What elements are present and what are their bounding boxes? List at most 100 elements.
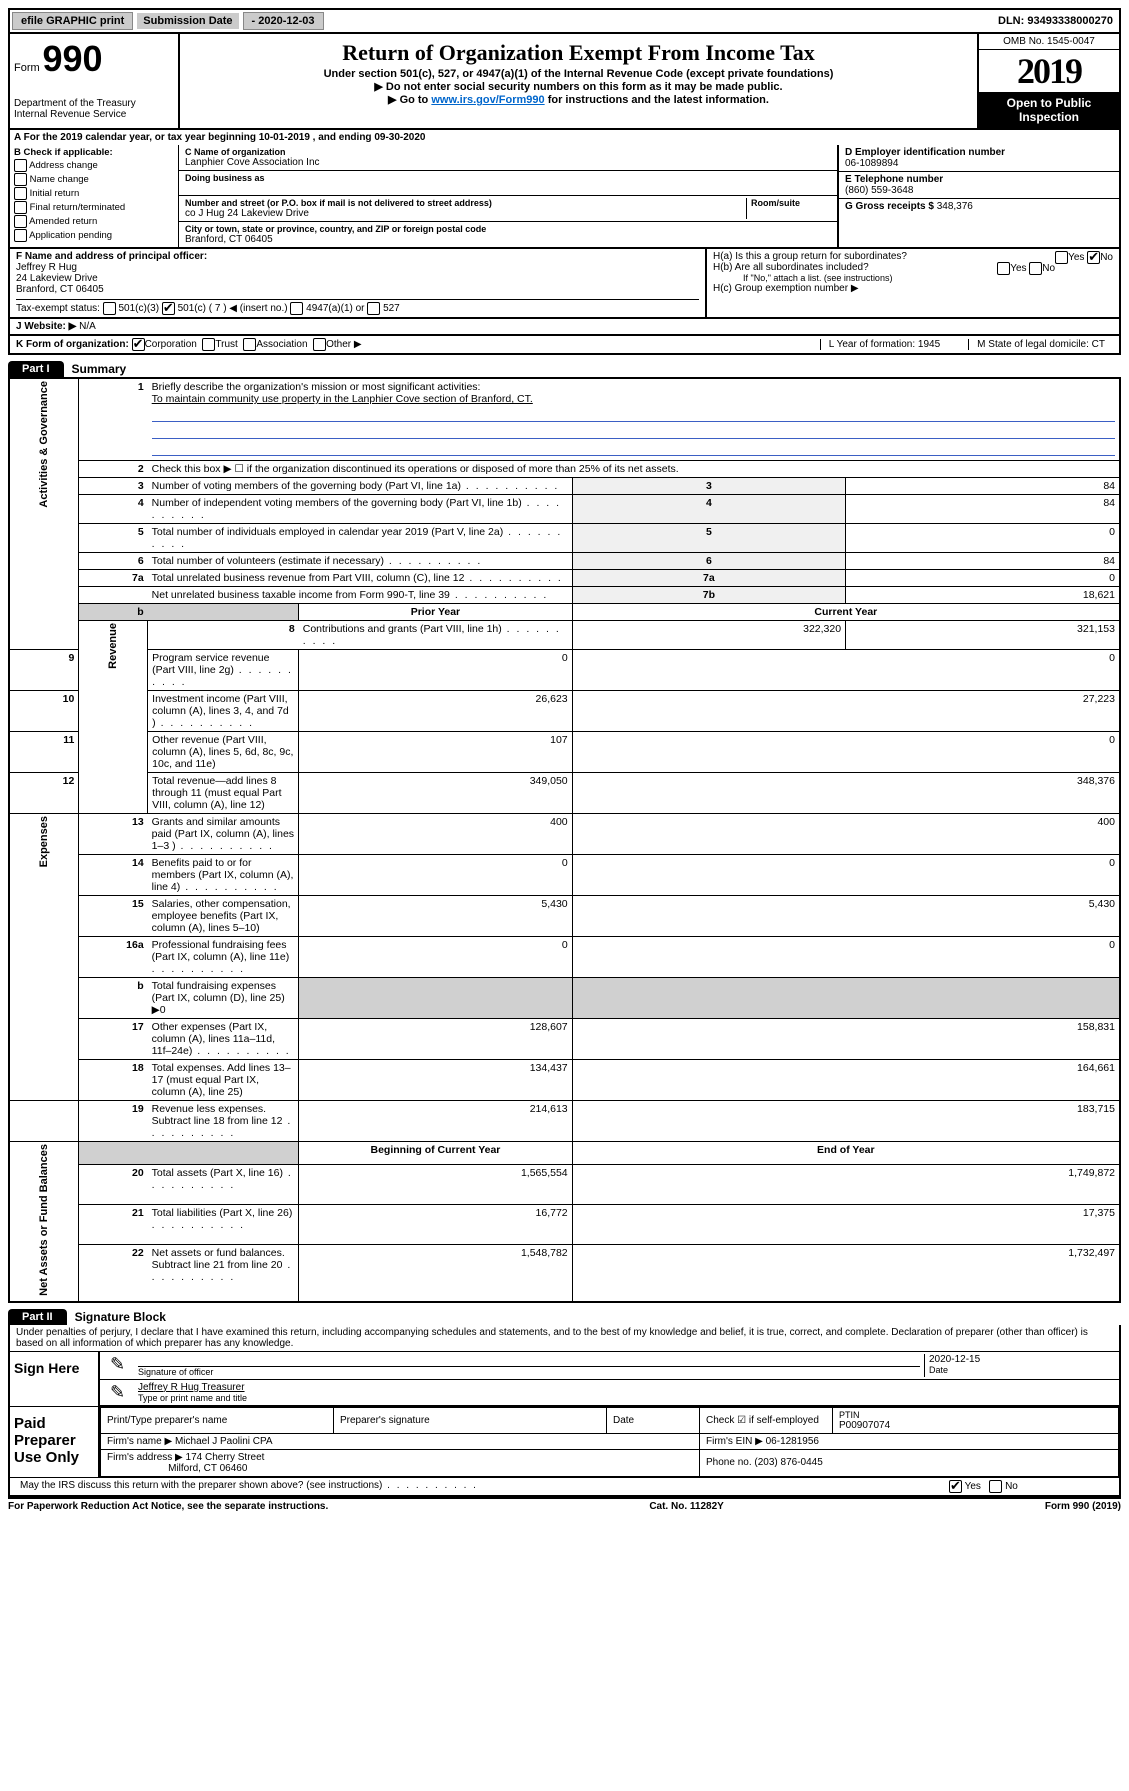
cb-assoc[interactable] <box>243 338 256 351</box>
note2-pre: ▶ Go to <box>388 94 431 106</box>
p13: 400 <box>299 814 572 855</box>
pen-icon-2: ✎ <box>106 1382 134 1403</box>
hb-no[interactable] <box>1029 262 1042 275</box>
dln: DLN: 93493338000270 <box>998 15 1117 27</box>
k-label: K Form of organization: <box>16 339 129 350</box>
firm-name-label: Firm's name ▶ <box>107 1436 172 1447</box>
f-label: F Name and address of principal officer: <box>16 251 699 262</box>
j-label: J Website: ▶ <box>16 321 76 332</box>
part2-title: Signature Block <box>75 1310 166 1324</box>
form990-link[interactable]: www.irs.gov/Form990 <box>431 94 544 106</box>
p20: 1,565,554 <box>299 1165 572 1205</box>
topbar: efile GRAPHIC print Submission Date - 20… <box>8 8 1121 34</box>
city-label: City or town, state or province, country… <box>185 224 831 234</box>
ptin-value: P00907074 <box>839 1420 1112 1431</box>
cb-other[interactable] <box>313 338 326 351</box>
c14: 0 <box>572 855 1120 896</box>
section-f: F Name and address of principal officer:… <box>10 249 707 317</box>
form-title: Return of Organization Exempt From Incom… <box>188 40 969 66</box>
signature-block: Under penalties of perjury, I declare th… <box>8 1325 1121 1497</box>
form-word: Form <box>14 62 40 74</box>
dln-value: 93493338000270 <box>1027 15 1113 27</box>
mission-text: To maintain community use property in th… <box>152 393 533 405</box>
cb-527[interactable] <box>367 302 380 315</box>
cb-4947[interactable] <box>290 302 303 315</box>
dln-label: DLN: <box>998 15 1024 27</box>
dba-label: Doing business as <box>185 173 831 183</box>
cb-address-change[interactable]: Address change <box>14 159 174 172</box>
c9: 0 <box>572 650 1120 691</box>
cb-name-change[interactable]: Name change <box>14 173 174 186</box>
cb-501c3[interactable] <box>103 302 116 315</box>
line2: Check this box ▶ ☐ if the organization d… <box>148 461 1120 478</box>
g-label: G Gross receipts $ <box>845 201 934 212</box>
date-label: Date <box>929 1365 1109 1375</box>
form-header: Form 990 Department of the Treasury Inte… <box>8 34 1121 130</box>
type-name-label: Type or print name and title <box>138 1393 1109 1403</box>
header-center: Return of Organization Exempt From Incom… <box>180 34 977 128</box>
c15: 5,430 <box>572 896 1120 937</box>
perjury-statement: Under penalties of perjury, I declare th… <box>10 1325 1119 1351</box>
sig-officer-label: Signature of officer <box>138 1367 920 1377</box>
p17: 128,607 <box>299 1019 572 1060</box>
line1: Briefly describe the organization's miss… <box>148 378 1120 461</box>
hc-row: H(c) Group exemption number ▶ <box>713 283 1113 294</box>
form-number: 990 <box>42 38 102 79</box>
cb-trust[interactable] <box>202 338 215 351</box>
cb-initial-return[interactable]: Initial return <box>14 187 174 200</box>
section-c: C Name of organization Lanphier Cove Ass… <box>179 145 837 247</box>
p9: 0 <box>299 650 572 691</box>
line17: Other expenses (Part IX, column (A), lin… <box>148 1019 299 1060</box>
cb-501c[interactable] <box>162 302 175 315</box>
paid-preparer-label: Paid Preparer Use Only <box>10 1407 100 1477</box>
paid-preparer-row: Paid Preparer Use Only Print/Type prepar… <box>10 1406 1119 1477</box>
officer-typed-name: Jeffrey R Hug Treasurer <box>138 1382 1109 1393</box>
pen-icon: ✎ <box>106 1354 134 1377</box>
cb-app-pending[interactable]: Application pending <box>14 229 174 242</box>
sig-date: 2020-12-15 <box>929 1354 1109 1365</box>
discuss-label: May the IRS discuss this return with the… <box>16 1480 945 1493</box>
footer-right: Form 990 (2019) <box>1045 1501 1121 1512</box>
cb-final-return[interactable]: Final return/terminated <box>14 201 174 214</box>
firm-phone-label: Phone no. <box>706 1457 752 1468</box>
d-label: D Employer identification number <box>845 147 1113 158</box>
line22: Net assets or fund balances. Subtract li… <box>148 1245 299 1302</box>
c8: 321,153 <box>846 621 1120 650</box>
line9: Program service revenue (Part VIII, line… <box>148 650 299 691</box>
side-revenue: Revenue <box>79 621 148 814</box>
sign-here-row: Sign Here ✎ Signature of officer 2020-12… <box>10 1351 1119 1406</box>
part1-title: Summary <box>72 362 127 376</box>
part1-tab: Part I <box>8 361 64 377</box>
ha-yes[interactable] <box>1055 251 1068 264</box>
org-name: Lanphier Cove Association Inc <box>185 157 831 168</box>
efile-button[interactable]: efile GRAPHIC print <box>12 12 133 30</box>
hb-yes[interactable] <box>997 262 1010 275</box>
line7a: Total unrelated business revenue from Pa… <box>148 570 572 587</box>
line5: Total number of individuals employed in … <box>148 524 572 553</box>
e-label: E Telephone number <box>845 174 1113 185</box>
section-klm: K Form of organization: Corporation Trus… <box>8 336 1121 355</box>
officer-addr1: 24 Lakeview Drive <box>16 273 699 284</box>
cb-amended[interactable]: Amended return <box>14 215 174 228</box>
p10: 26,623 <box>299 691 572 732</box>
cb-corp[interactable] <box>132 338 145 351</box>
i-label: Tax-exempt status: <box>16 303 100 314</box>
line18: Total expenses. Add lines 13–17 (must eq… <box>148 1060 299 1101</box>
p21: 16,772 <box>299 1205 572 1245</box>
org-address: co J Hug 24 Lakeview Drive <box>185 208 746 219</box>
omb-number: OMB No. 1545-0047 <box>979 34 1119 50</box>
tax-year: 2019 <box>979 50 1119 92</box>
p18: 134,437 <box>299 1060 572 1101</box>
ha-no[interactable] <box>1087 251 1100 264</box>
discuss-no[interactable] <box>989 1480 1002 1493</box>
room-label: Room/suite <box>751 198 831 208</box>
discuss-yes[interactable] <box>949 1480 962 1493</box>
section-b: B Check if applicable: Address change Na… <box>10 145 179 247</box>
line4: Number of independent voting members of … <box>148 495 572 524</box>
website-value: N/A <box>79 321 96 332</box>
side-governance: Activities & Governance <box>9 378 79 650</box>
open-inspection: Open to Public Inspection <box>979 92 1119 128</box>
p8: 322,320 <box>572 621 845 650</box>
firm-addr2: Milford, CT 06460 <box>168 1463 247 1474</box>
p11: 107 <box>299 732 572 773</box>
